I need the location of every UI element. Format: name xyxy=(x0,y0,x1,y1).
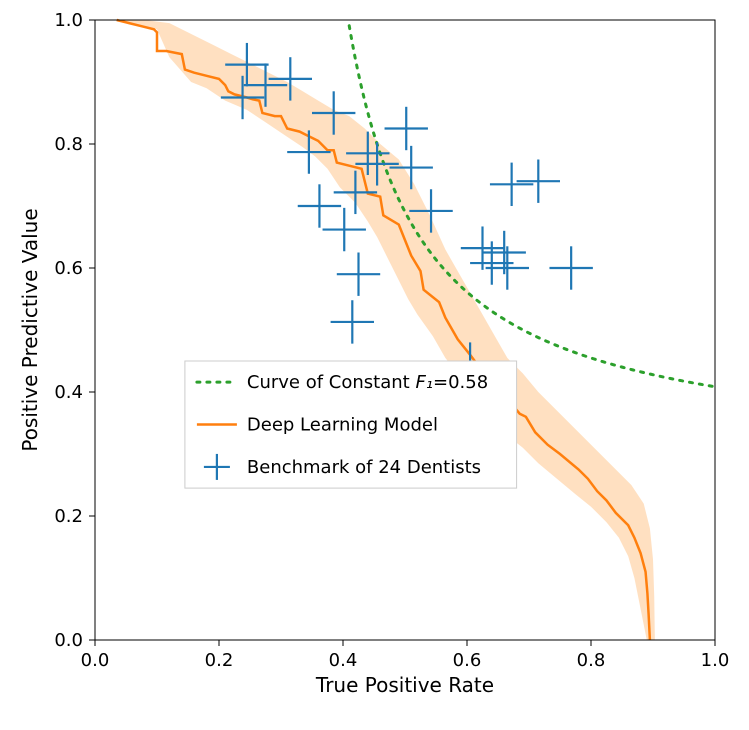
y-tick-label: 0.2 xyxy=(54,506,83,527)
plot-background xyxy=(95,20,715,640)
x-tick-label: 1.0 xyxy=(701,650,730,671)
chart-svg: 0.0 0.2 0.4 0.6 0.8 1.0 0.0 0.2 0.4 0.6 0.8 1.0 True… xyxy=(0,0,749,730)
x-tick-label: 0.8 xyxy=(577,650,606,671)
y-axis-label: Positive Predictive Value xyxy=(18,208,42,451)
x-tick-label: 0.4 xyxy=(329,650,358,671)
chart-container: 0.0 0.2 0.4 0.6 0.8 1.0 0.0 0.2 0.4 0.6 0.8 1.0 True… xyxy=(0,0,749,730)
y-tick-label: 0.8 xyxy=(54,134,83,155)
y-tick-label: 1.0 xyxy=(54,10,83,31)
y-tick-label: 0.6 xyxy=(54,258,83,279)
x-axis-label: True Positive Rate xyxy=(315,673,494,697)
x-tick-label: 0.6 xyxy=(453,650,482,671)
legend-label-model: Deep Learning Model xyxy=(247,415,438,436)
x-tick-label: 0.0 xyxy=(81,650,110,671)
legend-label-f1: Curve of Constant F₁=0.58 xyxy=(247,372,488,393)
y-tick-label: 0.4 xyxy=(54,382,83,403)
legend: Curve of Constant F₁=0.58 Deep Learning M… xyxy=(185,361,517,488)
x-tick-label: 0.2 xyxy=(205,650,234,671)
legend-label-dentists: Benchmark of 24 Dentists xyxy=(247,457,481,478)
y-tick-label: 0.0 xyxy=(54,630,83,651)
